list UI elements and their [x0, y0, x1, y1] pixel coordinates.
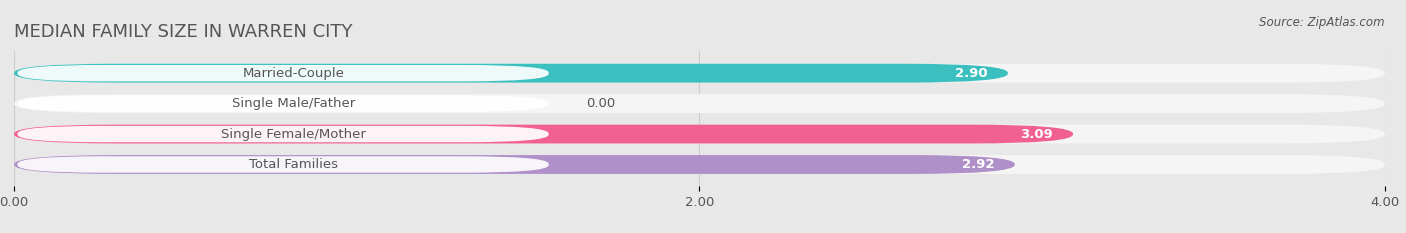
FancyBboxPatch shape [17, 126, 548, 142]
Text: 2.90: 2.90 [955, 67, 987, 80]
FancyBboxPatch shape [14, 125, 1385, 144]
Text: Single Male/Father: Single Male/Father [232, 97, 354, 110]
FancyBboxPatch shape [14, 155, 1385, 174]
Text: Total Families: Total Families [249, 158, 337, 171]
Text: 0.00: 0.00 [586, 97, 616, 110]
Text: 3.09: 3.09 [1019, 127, 1053, 140]
FancyBboxPatch shape [14, 155, 1015, 174]
FancyBboxPatch shape [14, 64, 1008, 83]
FancyBboxPatch shape [17, 156, 548, 173]
FancyBboxPatch shape [17, 95, 548, 112]
FancyBboxPatch shape [17, 65, 548, 81]
Text: 2.92: 2.92 [962, 158, 994, 171]
Text: MEDIAN FAMILY SIZE IN WARREN CITY: MEDIAN FAMILY SIZE IN WARREN CITY [14, 23, 353, 41]
FancyBboxPatch shape [14, 94, 1385, 113]
FancyBboxPatch shape [14, 64, 1385, 83]
Text: Married-Couple: Married-Couple [242, 67, 344, 80]
Text: Single Female/Mother: Single Female/Mother [221, 127, 366, 140]
FancyBboxPatch shape [14, 125, 1073, 144]
Text: Source: ZipAtlas.com: Source: ZipAtlas.com [1260, 16, 1385, 29]
